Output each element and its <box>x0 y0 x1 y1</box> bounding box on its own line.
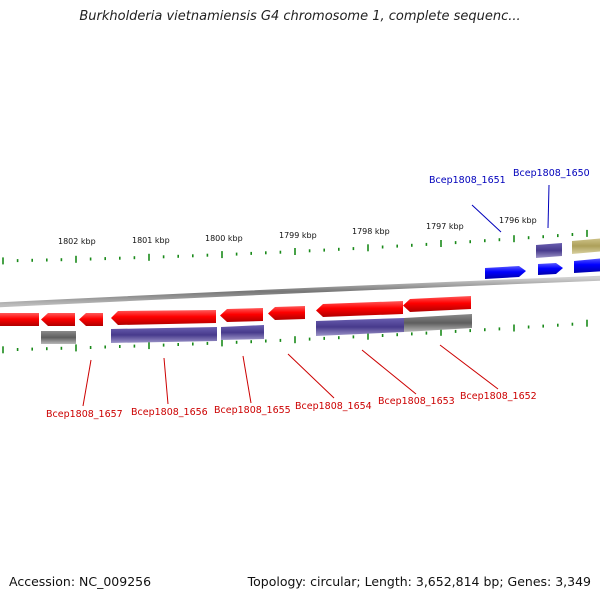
scale-ticks-bottom <box>2 319 588 354</box>
minus-strand-genes <box>0 296 471 326</box>
leader-line <box>163 357 169 405</box>
map-title: Burkholderia vietnamiensis G4 chromosome… <box>79 9 521 24</box>
gene-label[interactable]: Bcep1808_1653 <box>378 396 455 407</box>
scale-label: 1799 kbp <box>279 231 317 240</box>
cds-block[interactable] <box>572 238 600 254</box>
minus-strand-cds <box>41 314 472 344</box>
leader-line <box>287 353 335 399</box>
cds-block[interactable] <box>221 325 264 340</box>
scale-ticks-top <box>2 229 588 265</box>
scale-label: 1800 kbp <box>205 234 243 243</box>
leader-line <box>242 355 252 404</box>
gene-arrow-minus[interactable] <box>220 308 263 322</box>
gene-label[interactable]: Bcep1808_1656 <box>131 407 208 418</box>
accession-text: Accession: NC_009256 <box>9 574 152 589</box>
gene-arrow-minus[interactable] <box>79 313 103 326</box>
gene-arrow-plus[interactable] <box>485 266 526 279</box>
gene-arrow-minus[interactable] <box>403 296 471 312</box>
gene-arrow-minus[interactable] <box>316 301 403 317</box>
gene-arrow-plus[interactable] <box>538 263 563 275</box>
cds-block[interactable] <box>316 318 404 336</box>
scale-labels: 1802 kbp 1801 kbp 1800 kbp 1799 kbp 1798… <box>58 216 537 246</box>
leader-line <box>547 184 550 229</box>
gene-arrow-minus[interactable] <box>0 313 39 326</box>
gene-label[interactable]: Bcep1808_1657 <box>46 409 123 420</box>
scale-label: 1797 kbp <box>426 222 464 231</box>
leader-line <box>439 344 499 390</box>
leader-line <box>361 349 417 395</box>
label-leaders <box>82 184 550 407</box>
gene-arrow-minus[interactable] <box>268 306 305 320</box>
leader-line <box>82 359 92 407</box>
gene-arrow-plus[interactable] <box>574 258 600 273</box>
plus-strand-genes <box>485 258 600 279</box>
genome-stats-text: Topology: circular; Length: 3,652,814 bp… <box>247 574 591 589</box>
scale-label: 1801 kbp <box>132 236 170 245</box>
gene-label[interactable]: Bcep1808_1650 <box>513 168 590 179</box>
cds-block[interactable] <box>41 331 76 344</box>
gene-label[interactable]: Bcep1808_1654 <box>295 401 372 412</box>
gene-labels: Bcep1808_1651 Bcep1808_1650 Bcep1808_165… <box>46 168 590 420</box>
gene-arrow-minus[interactable] <box>41 313 75 326</box>
leader-line <box>471 204 502 233</box>
gene-label[interactable]: Bcep1808_1655 <box>214 405 291 416</box>
gene-arrow-minus[interactable] <box>111 310 216 325</box>
cds-block[interactable] <box>111 327 217 343</box>
gene-label[interactable]: Bcep1808_1651 <box>429 175 506 186</box>
cds-block[interactable] <box>536 243 562 258</box>
scale-label: 1796 kbp <box>499 216 537 225</box>
chromosome-backbone <box>0 275 600 308</box>
gene-label[interactable]: Bcep1808_1652 <box>460 391 537 402</box>
cds-block[interactable] <box>404 314 472 332</box>
scale-label: 1798 kbp <box>352 227 390 236</box>
plus-strand-cds <box>536 238 600 258</box>
scale-label: 1802 kbp <box>58 237 96 246</box>
